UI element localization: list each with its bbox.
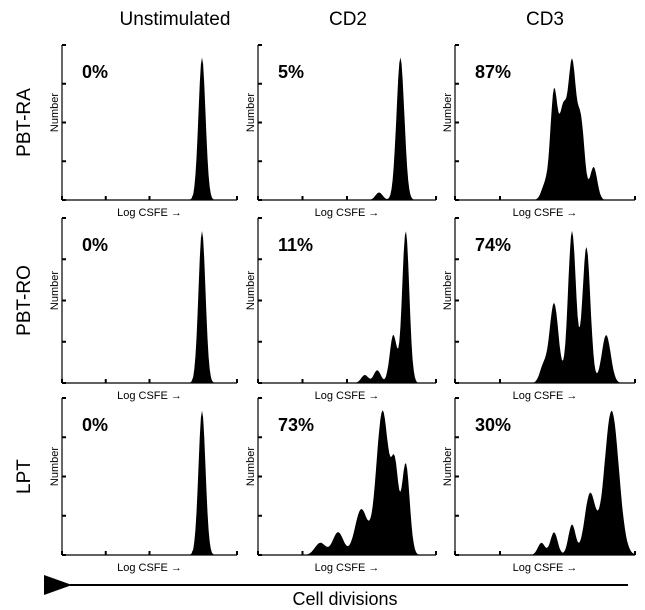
y-axis-label: Number	[49, 93, 61, 132]
column-header: Unstimulated	[120, 9, 231, 30]
percent-label: 74%	[475, 235, 511, 255]
histogram	[455, 410, 635, 555]
histogram	[258, 231, 436, 383]
x-axis-label: Log CSFE →	[315, 562, 380, 574]
row-label: LPT	[14, 459, 35, 494]
percent-label: 0%	[82, 235, 108, 255]
column-header: CD3	[526, 9, 564, 30]
y-axis-label: Number	[442, 93, 454, 132]
histogram	[62, 410, 237, 555]
y-axis-label: Number	[245, 93, 257, 132]
percent-label: 0%	[82, 415, 108, 435]
histogram	[455, 230, 635, 383]
y-axis-label: Number	[245, 271, 257, 310]
x-axis-label: Log CSFE →	[513, 562, 578, 574]
x-axis-label: Log CSFE →	[315, 207, 380, 219]
column-header: CD2	[329, 9, 367, 30]
x-axis-label: Log CSFE →	[513, 390, 578, 402]
footer-label: Cell divisions	[292, 589, 397, 609]
y-axis-label: Number	[49, 447, 61, 486]
row-label: PBT-RA	[14, 88, 35, 157]
percent-label: 87%	[475, 62, 511, 82]
percent-label: 30%	[475, 415, 511, 435]
percent-label: 11%	[278, 235, 313, 255]
histogram	[62, 57, 237, 200]
x-axis-label: Log CSFE →	[315, 390, 380, 402]
percent-label: 5%	[278, 62, 304, 82]
x-axis-label: Log CSFE →	[117, 390, 182, 402]
x-axis-label: Log CSFE →	[513, 207, 578, 219]
histogram	[62, 231, 237, 383]
percent-label: 73%	[278, 415, 314, 435]
y-axis-label: Number	[442, 271, 454, 310]
x-axis-label: Log CSFE →	[117, 207, 182, 219]
y-axis-label: Number	[442, 447, 454, 486]
row-label: PBT-RO	[14, 265, 35, 336]
x-axis-label: Log CSFE →	[117, 562, 182, 574]
histogram	[258, 57, 436, 200]
percent-label: 0%	[82, 62, 108, 82]
y-axis-label: Number	[49, 271, 61, 310]
histogram	[258, 410, 436, 555]
y-axis-label: Number	[245, 447, 257, 486]
